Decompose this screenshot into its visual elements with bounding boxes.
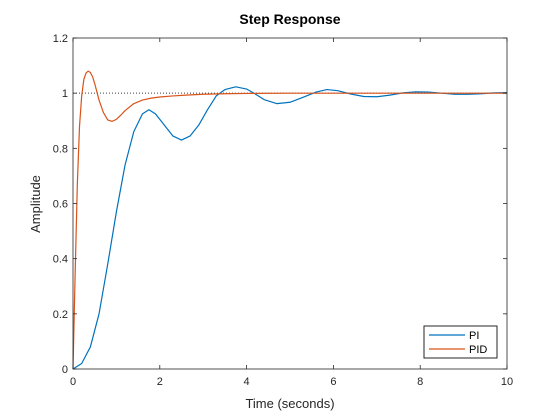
- y-tick-label: 1.2: [53, 33, 68, 45]
- x-tick-label: 0: [70, 376, 76, 388]
- x-axis-label: Time (seconds): [245, 396, 334, 411]
- x-tick-label: 2: [157, 376, 163, 388]
- legend: PI PID: [423, 325, 498, 359]
- x-tick-label: 10: [501, 376, 513, 388]
- legend-label-pid: PID: [469, 344, 487, 356]
- series-line-pi: [72, 86, 508, 370]
- y-tick-label: 0.4: [53, 254, 68, 266]
- axis-layer: 0 2 4 6 8 10 0 0.2 0.4 0.6 0.8 1 1.2: [53, 33, 513, 388]
- x-tick-label: 8: [417, 376, 423, 388]
- y-tick-label: 0.2: [53, 309, 68, 321]
- y-tick-label: 0.6: [53, 199, 68, 211]
- series-line-pid: [72, 70, 507, 370]
- y-tick-label: 0: [62, 364, 68, 376]
- legend-box: [423, 325, 498, 359]
- chart-title: Step Response: [239, 11, 340, 27]
- y-tick-label: 0.8: [53, 143, 68, 155]
- y-axis-label: Amplitude: [28, 175, 43, 233]
- series-layer: [72, 70, 508, 370]
- x-tick-label: 6: [330, 376, 336, 388]
- y-tick-label: 1: [62, 88, 68, 100]
- plot-area: [73, 38, 507, 369]
- x-tick-label: 4: [244, 376, 250, 388]
- legend-label-pi: PI: [469, 330, 479, 342]
